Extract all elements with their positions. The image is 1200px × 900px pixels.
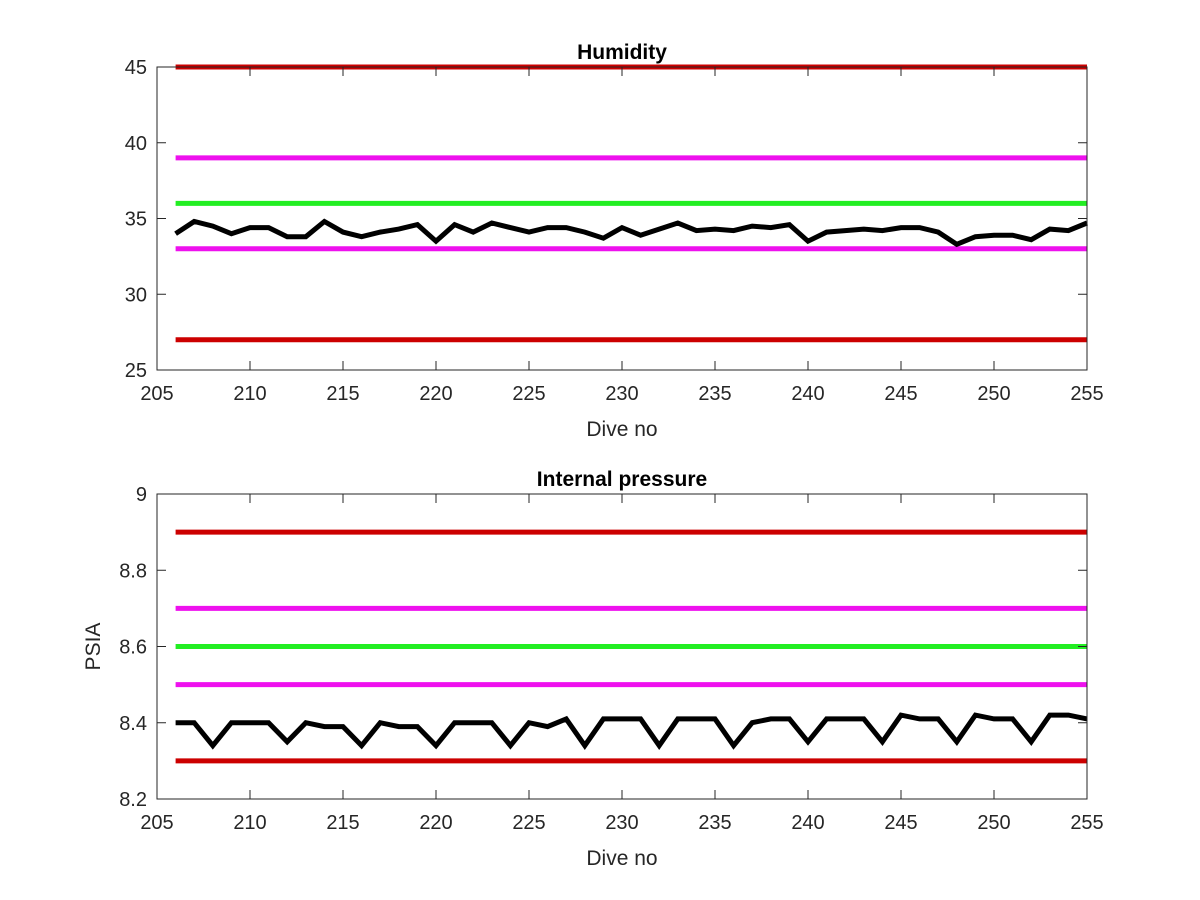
- chart-title: Humidity: [577, 41, 667, 64]
- x-tick-label: 235: [698, 383, 731, 405]
- axes-box: [156, 66, 1088, 371]
- series-line-0: [174, 218, 1088, 248]
- x-tick-label: 205: [140, 383, 173, 405]
- x-tick-label: 220: [419, 812, 452, 834]
- x-tick-label: 240: [791, 812, 824, 834]
- internal-pressure-chart: 205 210 215 220 225 230 235 240 245 250 255 8.2 8.4 8…: [82, 468, 1104, 870]
- y-tick-label: 25: [125, 360, 147, 382]
- x-tick-label: 210: [233, 812, 266, 834]
- x-tick-label: 225: [512, 383, 545, 405]
- x-tick-label: 230: [605, 812, 638, 834]
- x-tick-label: 250: [977, 812, 1010, 834]
- y-tick-label: 8.6: [119, 637, 147, 659]
- x-tick-label: 240: [791, 383, 824, 405]
- x-tick-label: 215: [326, 812, 359, 834]
- y-tick-label: 35: [125, 209, 147, 231]
- x-tick-label: 215: [326, 383, 359, 405]
- x-tick-label: 210: [233, 383, 266, 405]
- x-axis-label: Dive no: [586, 418, 657, 441]
- chart-title: Internal pressure: [537, 468, 707, 491]
- series-line-0: [175, 712, 1088, 750]
- x-tick-label: 230: [605, 383, 638, 405]
- x-axis-label: Dive no: [586, 847, 657, 870]
- y-tick-label: 30: [125, 284, 147, 306]
- x-tick-label: 245: [884, 383, 917, 405]
- x-tick-label: 255: [1070, 812, 1103, 834]
- y-tick-label: 45: [125, 57, 147, 79]
- x-tick-label: 235: [698, 812, 731, 834]
- x-tick-label: 255: [1070, 383, 1103, 405]
- x-tick-label: 245: [884, 812, 917, 834]
- humidity-chart: 205 210 215 220 225 230 235 240 245 250 255 25 30 35 4…: [125, 41, 1104, 441]
- y-axis-label: PSIA: [82, 623, 105, 671]
- x-tick-label: 250: [977, 383, 1010, 405]
- y-tick-label: 40: [125, 133, 147, 155]
- y-tick-label: 8.2: [119, 789, 147, 811]
- x-tick-label: 205: [140, 812, 173, 834]
- y-tick-label: 8.4: [119, 713, 147, 735]
- x-tick-label: 225: [512, 812, 545, 834]
- y-tick-label: 8.8: [119, 560, 147, 582]
- y-tick-label: 9: [136, 484, 147, 506]
- x-tick-label: 220: [419, 383, 452, 405]
